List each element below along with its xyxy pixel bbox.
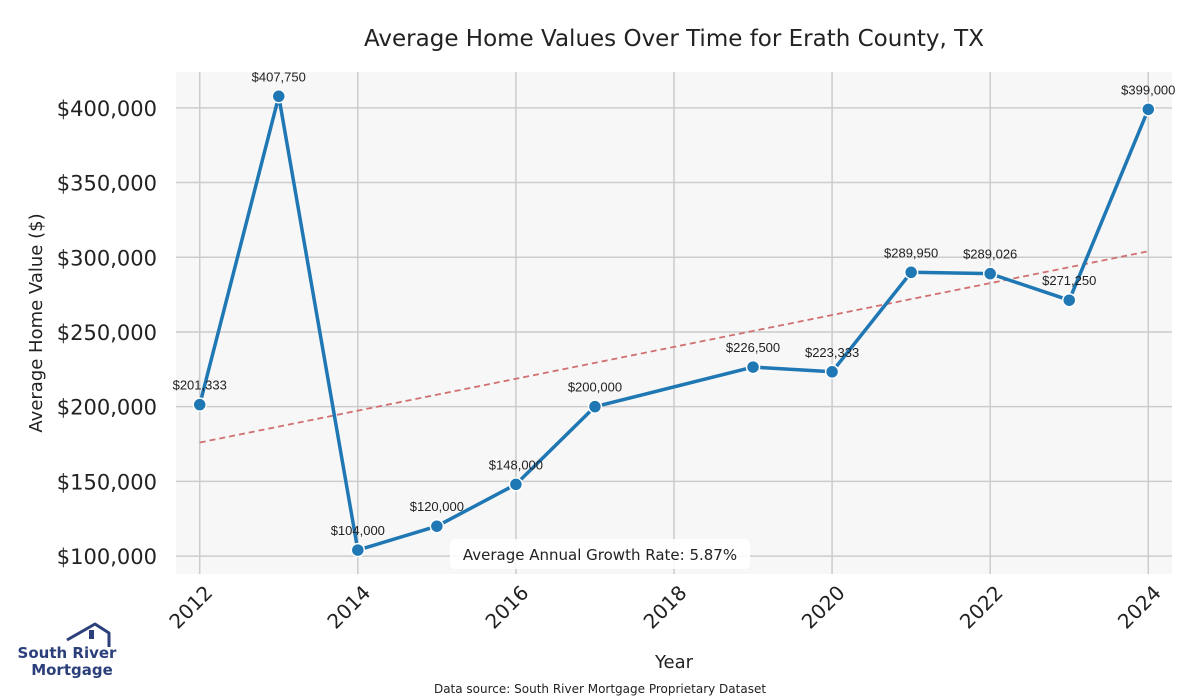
y-tick-label: $250,000 (57, 321, 157, 345)
house-roof-icon (66, 622, 111, 647)
x-tick-label: 2022 (955, 581, 1008, 634)
data-label: $104,000 (331, 523, 385, 538)
logo: South River Mortgage (18, 622, 118, 679)
data-label: $407,750 (252, 69, 306, 84)
trend-line (199, 250, 1149, 444)
data-label: $201,333 (173, 378, 227, 393)
growth-annotation: Average Annual Growth Rate: 5.87% (450, 539, 750, 569)
data-point (903, 265, 919, 280)
y-tick-label: $350,000 (57, 172, 157, 196)
y-tick-label: $300,000 (57, 246, 157, 270)
data-point (350, 542, 366, 558)
data-label: $223,333 (805, 345, 859, 360)
data-point (745, 359, 761, 375)
chart-title: Average Home Values Over Time for Erath … (364, 26, 984, 52)
trend-layer (199, 250, 1149, 444)
data-label: $289,026 (963, 247, 1017, 262)
x-tick-label: 2016 (480, 581, 533, 634)
x-axis-label: Year (654, 652, 694, 673)
logo-line-2: Mortgage (31, 661, 113, 679)
data-label: $200,000 (568, 380, 622, 395)
data-point (271, 89, 287, 104)
data-labels: $201,333 $407,750 $104,000 $120,000 $148,000… (173, 69, 1176, 538)
y-tick-label: $150,000 (57, 470, 157, 494)
data-point (587, 399, 603, 414)
data-point (429, 518, 445, 534)
y-axis-label: Average Home Value ($) (26, 213, 47, 432)
x-tick-label: 2012 (164, 581, 217, 634)
y-tick-label: $200,000 (57, 396, 157, 420)
data-label: $399,000 (1121, 82, 1175, 97)
x-tick-label: 2020 (797, 581, 850, 634)
x-tick-label: 2014 (322, 581, 375, 634)
y-tick-label: $100,000 (57, 545, 157, 569)
series-line (198, 94, 1150, 552)
data-label: $148,000 (489, 457, 543, 472)
x-tick-labels: 2012 2014 2016 2018 2020 2022 2024 (164, 581, 1166, 634)
growth-annotation-text: Average Annual Growth Rate: 5.87% (463, 546, 737, 564)
series-layer (192, 89, 1156, 558)
data-point (982, 266, 998, 281)
x-tick-label: 2024 (1113, 581, 1166, 634)
data-point (1141, 102, 1156, 117)
data-label: $226,500 (726, 340, 780, 355)
data-point (192, 397, 207, 412)
y-tick-label: $400,000 (57, 97, 157, 121)
logo-line-1: South River (18, 644, 118, 662)
data-point (1061, 292, 1077, 308)
x-tick-label: 2018 (639, 581, 692, 634)
data-label: $271,250 (1042, 273, 1096, 288)
data-label: $289,950 (884, 245, 938, 260)
data-point (508, 477, 524, 492)
data-label: $120,000 (410, 499, 464, 514)
data-source: Data source: South River Mortgage Propri… (434, 682, 766, 696)
y-tick-labels: $100,000 $150,000 $200,000 $250,000 $300,000… (57, 97, 157, 569)
data-point (824, 364, 840, 380)
